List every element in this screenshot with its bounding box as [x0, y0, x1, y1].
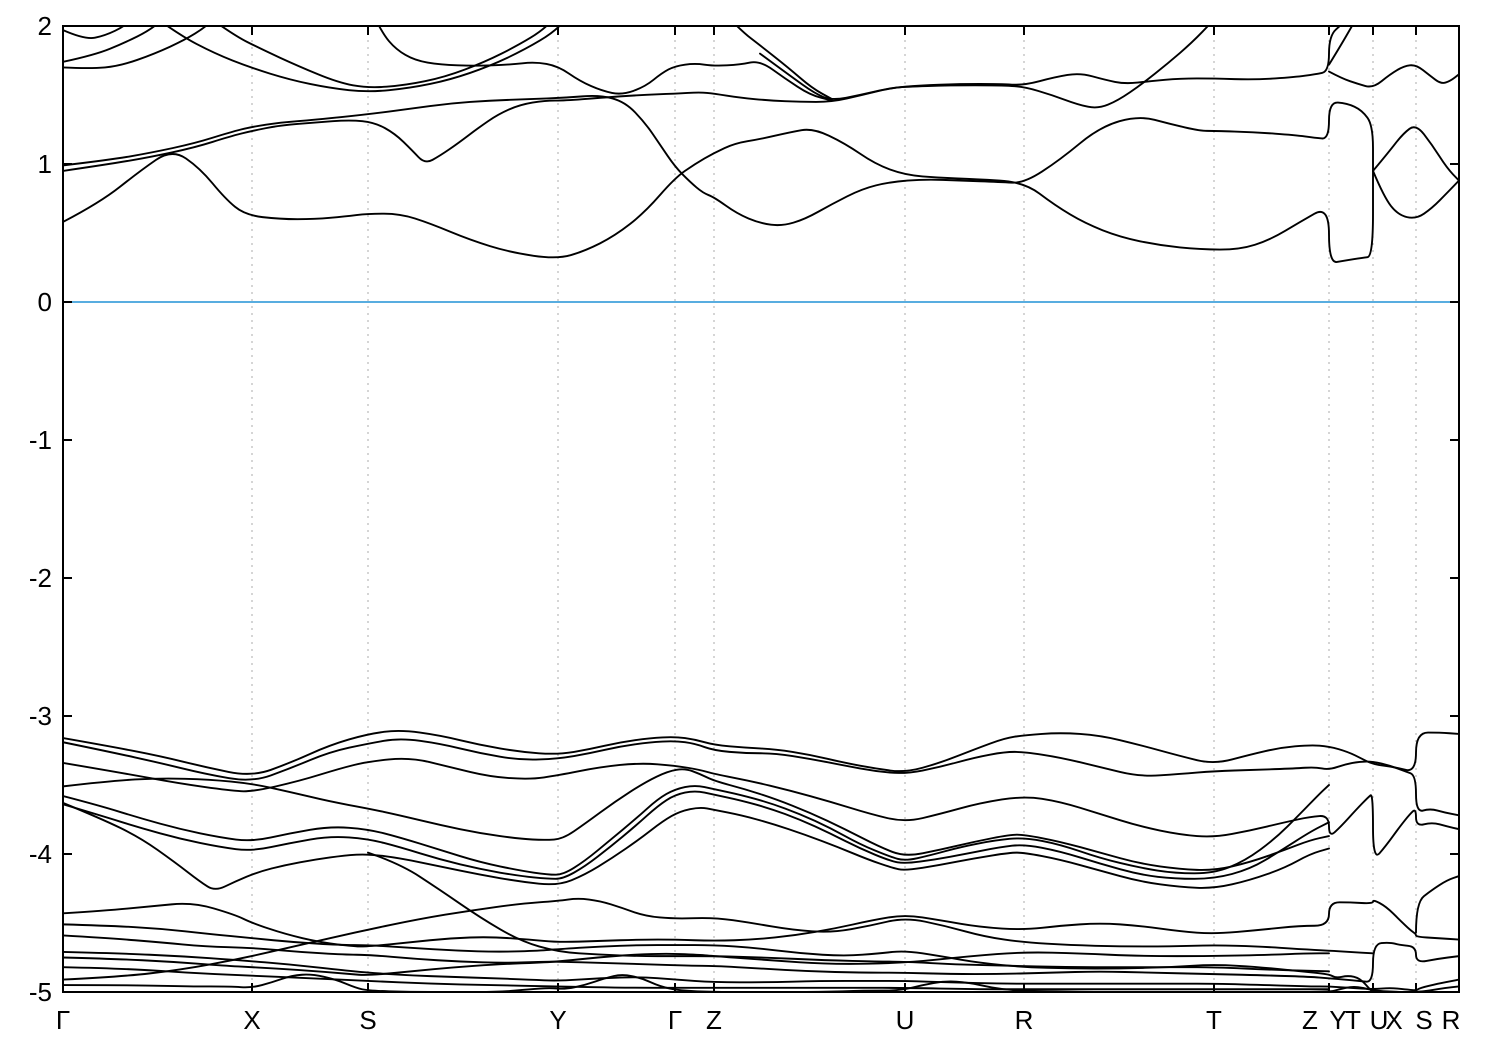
band-17: [63, 757, 1459, 856]
k-point-labels: Γ X S Y Γ Z U R T Z YT UX S R: [56, 1005, 1461, 1035]
band-13: [1372, 126, 1459, 182]
k-point-label-4: Γ: [668, 1005, 682, 1035]
band-28: [63, 951, 1330, 976]
band-25: [63, 934, 1459, 983]
y-tick-label-7: -5: [29, 977, 52, 1007]
y-tick-label-2: 0: [38, 287, 52, 317]
band-18: [63, 768, 1330, 871]
band-12: [1328, 26, 1354, 66]
k-point-label-13: X: [1385, 1005, 1402, 1035]
k-point-label-5: Z: [706, 1005, 722, 1035]
band-14: [1372, 169, 1459, 219]
band-6: [63, 26, 157, 63]
band-24: [63, 923, 1374, 992]
axis-ticks: [62, 25, 1460, 993]
k-point-label-0: Γ: [56, 1005, 70, 1035]
y-tick-label-0: 2: [38, 11, 52, 41]
k-point-gridlines: [251, 26, 1417, 992]
y-tick-label-1: 1: [38, 149, 52, 179]
y-tick-label-5: -3: [29, 701, 52, 731]
band-20: [63, 790, 1330, 880]
band-26: [63, 897, 1374, 981]
band-16: [63, 738, 1459, 817]
k-point-label-10: Y: [1329, 1005, 1346, 1035]
k-point-label-11: T: [1345, 1005, 1361, 1035]
band-1: [63, 95, 1374, 227]
band-11: [1328, 64, 1459, 88]
band-5: [63, 26, 126, 40]
band-0: [63, 128, 1374, 263]
y-tick-label-6: -4: [29, 839, 52, 869]
band-10: [378, 26, 833, 102]
band-3: [735, 26, 833, 101]
band-31: [1415, 875, 1459, 934]
k-point-label-9: Z: [1302, 1005, 1318, 1035]
band-4: [759, 26, 1210, 109]
k-point-label-3: Y: [549, 1005, 566, 1035]
k-point-label-15: R: [1442, 1005, 1461, 1035]
energy-axis-labels: 2 1 0 -1 -2 -3 -4 -5: [29, 11, 52, 1007]
band-21: [63, 801, 1330, 890]
k-point-label-7: R: [1015, 1005, 1034, 1035]
band-9: [219, 26, 548, 89]
k-point-label-14: S: [1415, 1005, 1432, 1035]
k-point-label-1: X: [243, 1005, 260, 1035]
band-2: [63, 26, 1342, 172]
band-15: [63, 730, 1459, 775]
k-point-label-8: T: [1206, 1005, 1222, 1035]
band-7: [63, 26, 208, 70]
band-19: [63, 784, 1330, 876]
y-tick-label-3: -1: [29, 425, 52, 455]
k-point-label-6: U: [896, 1005, 915, 1035]
y-tick-label-4: -2: [29, 563, 52, 593]
k-point-label-12: U: [1370, 1005, 1389, 1035]
k-point-label-2: S: [359, 1005, 376, 1035]
band-22: [367, 851, 1330, 973]
band-29: [63, 966, 1330, 991]
band-8: [165, 26, 561, 93]
band-curves: [63, 26, 1459, 992]
plot-border: [62, 25, 1460, 993]
